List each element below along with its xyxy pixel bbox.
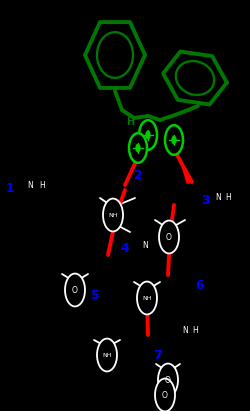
- Text: 6: 6: [196, 279, 204, 291]
- Text: H: H: [225, 192, 231, 201]
- Circle shape: [65, 274, 85, 307]
- Text: 7: 7: [154, 349, 162, 362]
- Circle shape: [165, 125, 183, 155]
- Text: N: N: [27, 180, 33, 189]
- Circle shape: [145, 131, 151, 139]
- Circle shape: [139, 120, 157, 150]
- Text: 3: 3: [201, 194, 209, 206]
- Text: NH: NH: [142, 296, 152, 300]
- Text: 2: 2: [134, 169, 142, 182]
- Text: O: O: [165, 376, 171, 385]
- Text: O: O: [72, 286, 78, 295]
- Circle shape: [155, 379, 175, 411]
- Text: N: N: [182, 326, 188, 335]
- Text: H: H: [126, 117, 134, 127]
- Circle shape: [97, 339, 117, 372]
- Circle shape: [129, 133, 147, 163]
- Text: N: N: [215, 192, 221, 201]
- Text: NH: NH: [108, 212, 118, 217]
- Text: 5: 5: [90, 289, 100, 302]
- Circle shape: [158, 364, 178, 397]
- Text: 4: 4: [120, 242, 130, 254]
- Circle shape: [135, 143, 141, 152]
- Text: O: O: [166, 233, 172, 242]
- Text: N: N: [142, 240, 148, 249]
- Circle shape: [137, 282, 157, 314]
- Circle shape: [159, 221, 179, 254]
- Circle shape: [103, 199, 123, 231]
- Text: H: H: [192, 326, 198, 335]
- Circle shape: [171, 136, 177, 144]
- Text: NH: NH: [102, 353, 112, 358]
- Text: H: H: [39, 180, 45, 189]
- Text: O: O: [162, 390, 168, 399]
- Text: 1: 1: [6, 182, 15, 194]
